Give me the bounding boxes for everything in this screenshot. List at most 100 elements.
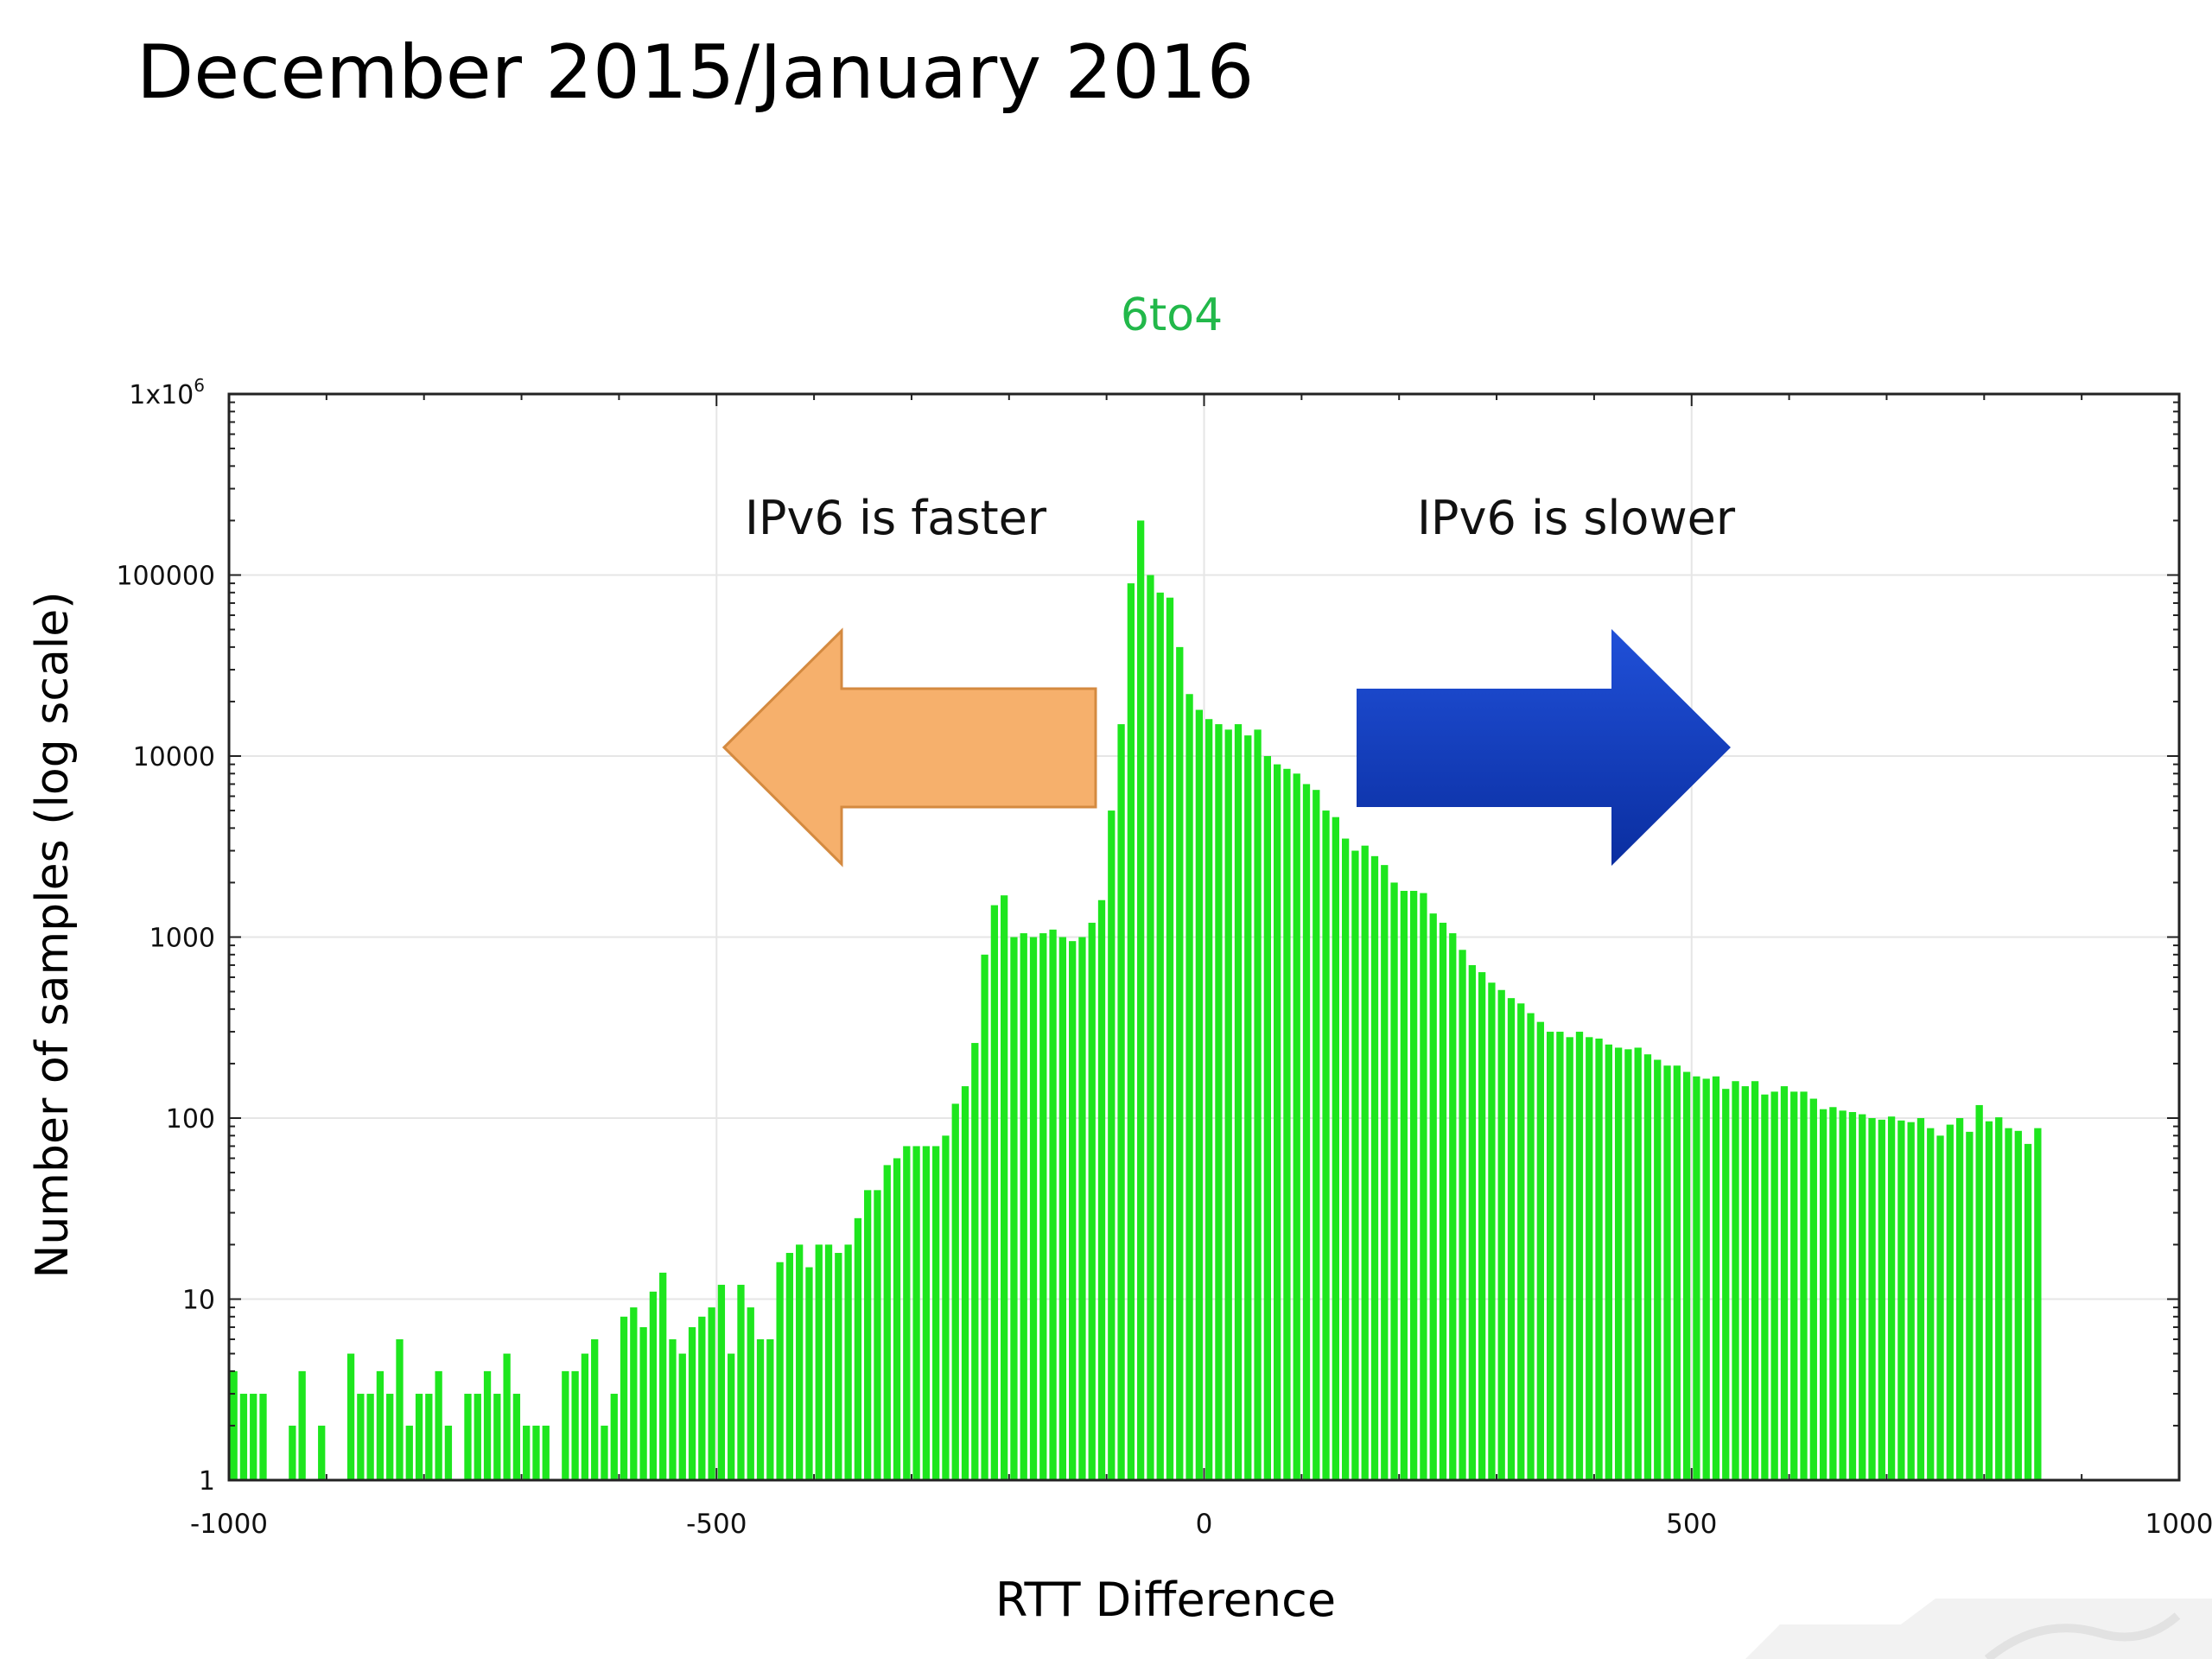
histogram-bar bbox=[1283, 768, 1291, 1480]
histogram-bar bbox=[854, 1217, 862, 1480]
y-tick-exponent: 6 bbox=[194, 375, 205, 396]
histogram-bar bbox=[893, 1158, 901, 1480]
histogram-bar bbox=[357, 1394, 365, 1480]
histogram-bar bbox=[620, 1316, 628, 1480]
histogram-bar bbox=[1224, 729, 1232, 1480]
histogram-bar bbox=[562, 1370, 569, 1480]
histogram-bar bbox=[346, 1353, 355, 1480]
histogram-bar bbox=[1322, 810, 1330, 1480]
histogram-bar bbox=[1429, 913, 1437, 1480]
x-tick-label: 1000 bbox=[2145, 1509, 2212, 1540]
histogram-bar bbox=[1790, 1091, 1798, 1480]
histogram-bar bbox=[1975, 1104, 1983, 1480]
histogram-bar bbox=[1829, 1107, 1837, 1480]
histogram-bar bbox=[396, 1338, 404, 1480]
watermark-graphic bbox=[1745, 1599, 2212, 1659]
histogram-bar bbox=[805, 1267, 813, 1480]
histogram-bar bbox=[435, 1370, 442, 1480]
histogram-bar bbox=[259, 1394, 267, 1480]
histogram-bar bbox=[1614, 1047, 1623, 1480]
histogram-bar bbox=[669, 1338, 677, 1480]
x-tick-labels: -1000 -500 0 500 1000 bbox=[190, 1509, 2212, 1540]
y-tick-label: 100000 bbox=[116, 562, 215, 592]
histogram-bar bbox=[1546, 1032, 1554, 1480]
y-axis-label: Number of samples (log scale) bbox=[27, 591, 79, 1278]
histogram-bar bbox=[1234, 724, 1243, 1480]
histogram-bar bbox=[1195, 709, 1203, 1480]
histogram-bar bbox=[1244, 735, 1252, 1480]
histogram-bar bbox=[1809, 1098, 1817, 1480]
histogram-bar bbox=[1029, 937, 1038, 1480]
y-tick-label: 1x106 bbox=[129, 375, 205, 410]
histogram-bar bbox=[1439, 922, 1447, 1480]
histogram-bar bbox=[1166, 597, 1174, 1480]
histogram-bar bbox=[678, 1353, 686, 1480]
histogram-bars bbox=[230, 520, 2042, 1481]
histogram-bar bbox=[1302, 784, 1311, 1480]
histogram-bar bbox=[1332, 817, 1339, 1480]
x-tick-label: -500 bbox=[686, 1509, 747, 1540]
histogram-bar bbox=[1020, 933, 1027, 1480]
histogram-bar bbox=[708, 1307, 715, 1480]
histogram-bar bbox=[1088, 922, 1096, 1480]
histogram-bar bbox=[1770, 1091, 1778, 1480]
histogram-bar bbox=[1741, 1086, 1749, 1480]
histogram-bar bbox=[493, 1394, 501, 1480]
histogram-bar bbox=[474, 1394, 481, 1480]
histogram-bar bbox=[1887, 1116, 1896, 1480]
histogram-bar bbox=[737, 1284, 745, 1480]
histogram-bar bbox=[1634, 1047, 1642, 1480]
histogram-bar bbox=[1108, 810, 1116, 1480]
histogram-bar bbox=[1156, 592, 1164, 1480]
histogram-bar bbox=[951, 1103, 959, 1480]
histogram-bar bbox=[1566, 1037, 1573, 1480]
histogram-bar bbox=[1966, 1131, 1974, 1480]
histogram-bar bbox=[922, 1146, 931, 1480]
histogram-bar bbox=[961, 1086, 969, 1480]
histogram-bar bbox=[1069, 941, 1077, 1480]
histogram-bar bbox=[1517, 1003, 1525, 1480]
y-tick-labels: 1 10 100 1000 10000 100000 1x106 bbox=[116, 375, 215, 1497]
x-tick-label: 500 bbox=[1666, 1509, 1717, 1540]
histogram-bar bbox=[903, 1146, 911, 1480]
histogram-bar bbox=[1039, 933, 1047, 1480]
histogram-bar bbox=[415, 1394, 423, 1480]
histogram-bar bbox=[1556, 1032, 1564, 1480]
histogram-bar bbox=[1370, 855, 1379, 1480]
histogram-bar bbox=[1001, 895, 1008, 1480]
histogram-bar bbox=[289, 1425, 296, 1480]
histogram-bar bbox=[366, 1394, 374, 1480]
histogram-bar bbox=[376, 1370, 385, 1480]
histogram-bar bbox=[1946, 1124, 1954, 1480]
histogram-bar bbox=[1712, 1076, 1720, 1480]
histogram-bar bbox=[1468, 964, 1476, 1480]
x-axis-label: RTT Difference bbox=[995, 1573, 1336, 1627]
histogram-bar bbox=[796, 1244, 804, 1480]
histogram-bar bbox=[1955, 1118, 1964, 1480]
histogram-bar bbox=[1985, 1121, 1993, 1480]
histogram-bar bbox=[1868, 1118, 1876, 1480]
histogram-bar bbox=[239, 1394, 248, 1480]
histogram-bar bbox=[1605, 1044, 1612, 1480]
axis-ticks bbox=[228, 393, 2180, 1481]
histogram-bar bbox=[824, 1244, 833, 1480]
histogram-bar bbox=[1702, 1078, 1710, 1480]
histogram-bar bbox=[1313, 790, 1320, 1480]
histogram-bar bbox=[1527, 1013, 1535, 1480]
histogram-bar bbox=[298, 1370, 306, 1480]
y-tick-label: 10 bbox=[182, 1286, 215, 1316]
histogram-bar bbox=[1274, 764, 1281, 1480]
histogram-bar bbox=[2014, 1130, 2022, 1480]
histogram-bar bbox=[728, 1353, 735, 1480]
histogram-bar bbox=[1176, 646, 1184, 1480]
histogram-bar bbox=[1215, 724, 1223, 1480]
histogram-bar bbox=[591, 1338, 599, 1480]
right-arrow bbox=[1357, 629, 1731, 866]
y-tick-label: 1 bbox=[199, 1466, 215, 1497]
left-arrow bbox=[721, 627, 1097, 868]
histogram-bar bbox=[1254, 729, 1262, 1480]
histogram-bar bbox=[1381, 865, 1389, 1480]
histogram-bar bbox=[512, 1394, 521, 1480]
histogram-bar bbox=[1780, 1086, 1789, 1480]
